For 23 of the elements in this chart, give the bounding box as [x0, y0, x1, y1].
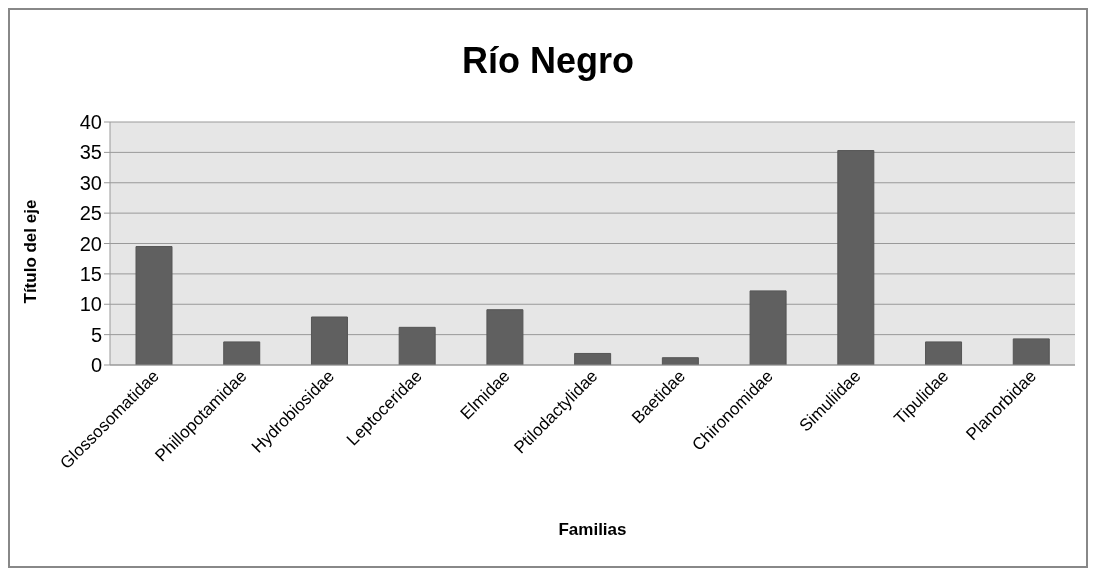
bar [749, 290, 787, 365]
bar [223, 341, 261, 365]
bar [398, 326, 436, 365]
y-tick-label: 0 [90, 354, 102, 377]
x-axis-title: Familias [558, 520, 627, 539]
chart-title: Río Negro [461, 40, 635, 82]
y-tick-label: 5 [90, 323, 102, 346]
y-tick-label: 35 [79, 141, 102, 164]
y-axis-title: Título del eje [21, 199, 41, 304]
y-tick-label: 30 [79, 171, 102, 194]
bar [310, 316, 348, 365]
bar [1012, 338, 1050, 365]
bar [661, 357, 699, 365]
bar [837, 150, 875, 365]
bar [925, 341, 963, 365]
y-tick-label: 20 [79, 232, 102, 255]
y-tick-label: 25 [79, 202, 102, 225]
y-tick-label: 10 [79, 293, 102, 316]
y-tick-label: 15 [79, 262, 102, 285]
bar [135, 246, 173, 365]
y-tick-label: 40 [79, 111, 102, 134]
bar [574, 352, 612, 365]
bar [486, 309, 524, 365]
